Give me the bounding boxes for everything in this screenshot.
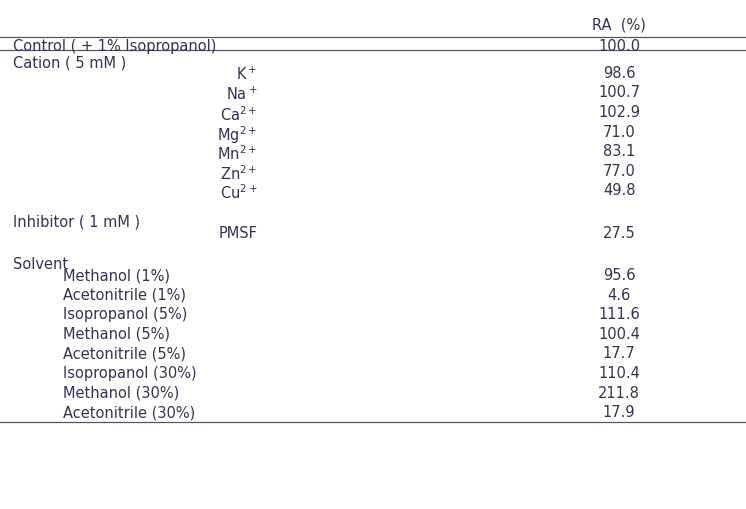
Text: 95.6: 95.6 (603, 268, 636, 283)
Text: Control ( + 1% Isopropanol): Control ( + 1% Isopropanol) (13, 39, 217, 54)
Text: Zn$^{2+}$: Zn$^{2+}$ (220, 164, 257, 183)
Text: Inhibitor ( 1 mM ): Inhibitor ( 1 mM ) (13, 214, 140, 230)
Text: Acetonitrile (30%): Acetonitrile (30%) (63, 405, 195, 420)
Text: 98.6: 98.6 (603, 66, 636, 81)
Text: Methanol (30%): Methanol (30%) (63, 386, 180, 401)
Text: Methanol (1%): Methanol (1%) (63, 268, 170, 283)
Text: 17.9: 17.9 (603, 405, 636, 420)
Text: 27.5: 27.5 (603, 226, 636, 241)
Text: 111.6: 111.6 (598, 307, 640, 322)
Text: 83.1: 83.1 (603, 144, 636, 159)
Text: Cation ( 5 mM ): Cation ( 5 mM ) (13, 55, 127, 70)
Text: 71.0: 71.0 (603, 125, 636, 139)
Text: Acetonitrile (5%): Acetonitrile (5%) (63, 347, 186, 361)
Text: 100.7: 100.7 (598, 86, 640, 100)
Text: 100.4: 100.4 (598, 327, 640, 342)
Text: RA  (%): RA (%) (592, 18, 646, 33)
Text: Mg$^{2+}$: Mg$^{2+}$ (217, 125, 257, 146)
Text: 49.8: 49.8 (603, 183, 636, 199)
Text: Cu$^{2+}$: Cu$^{2+}$ (219, 183, 257, 202)
Text: 100.0: 100.0 (598, 39, 640, 54)
Text: 77.0: 77.0 (603, 164, 636, 179)
Text: 17.7: 17.7 (603, 347, 636, 361)
Text: K$^+$: K$^+$ (236, 66, 257, 83)
Text: Solvent: Solvent (13, 257, 69, 272)
Text: Isopropanol (30%): Isopropanol (30%) (63, 366, 197, 381)
Text: Acetonitrile (1%): Acetonitrile (1%) (63, 288, 186, 303)
Text: Na$^+$: Na$^+$ (226, 86, 257, 103)
Text: 102.9: 102.9 (598, 105, 640, 120)
Text: Ca$^{2+}$: Ca$^{2+}$ (220, 105, 257, 124)
Text: Mn$^{2+}$: Mn$^{2+}$ (217, 144, 257, 163)
Text: PMSF: PMSF (219, 226, 257, 241)
Text: 211.8: 211.8 (598, 386, 640, 401)
Text: 110.4: 110.4 (598, 366, 640, 381)
Text: Isopropanol (5%): Isopropanol (5%) (63, 307, 188, 322)
Text: Methanol (5%): Methanol (5%) (63, 327, 170, 342)
Text: 4.6: 4.6 (607, 288, 631, 303)
